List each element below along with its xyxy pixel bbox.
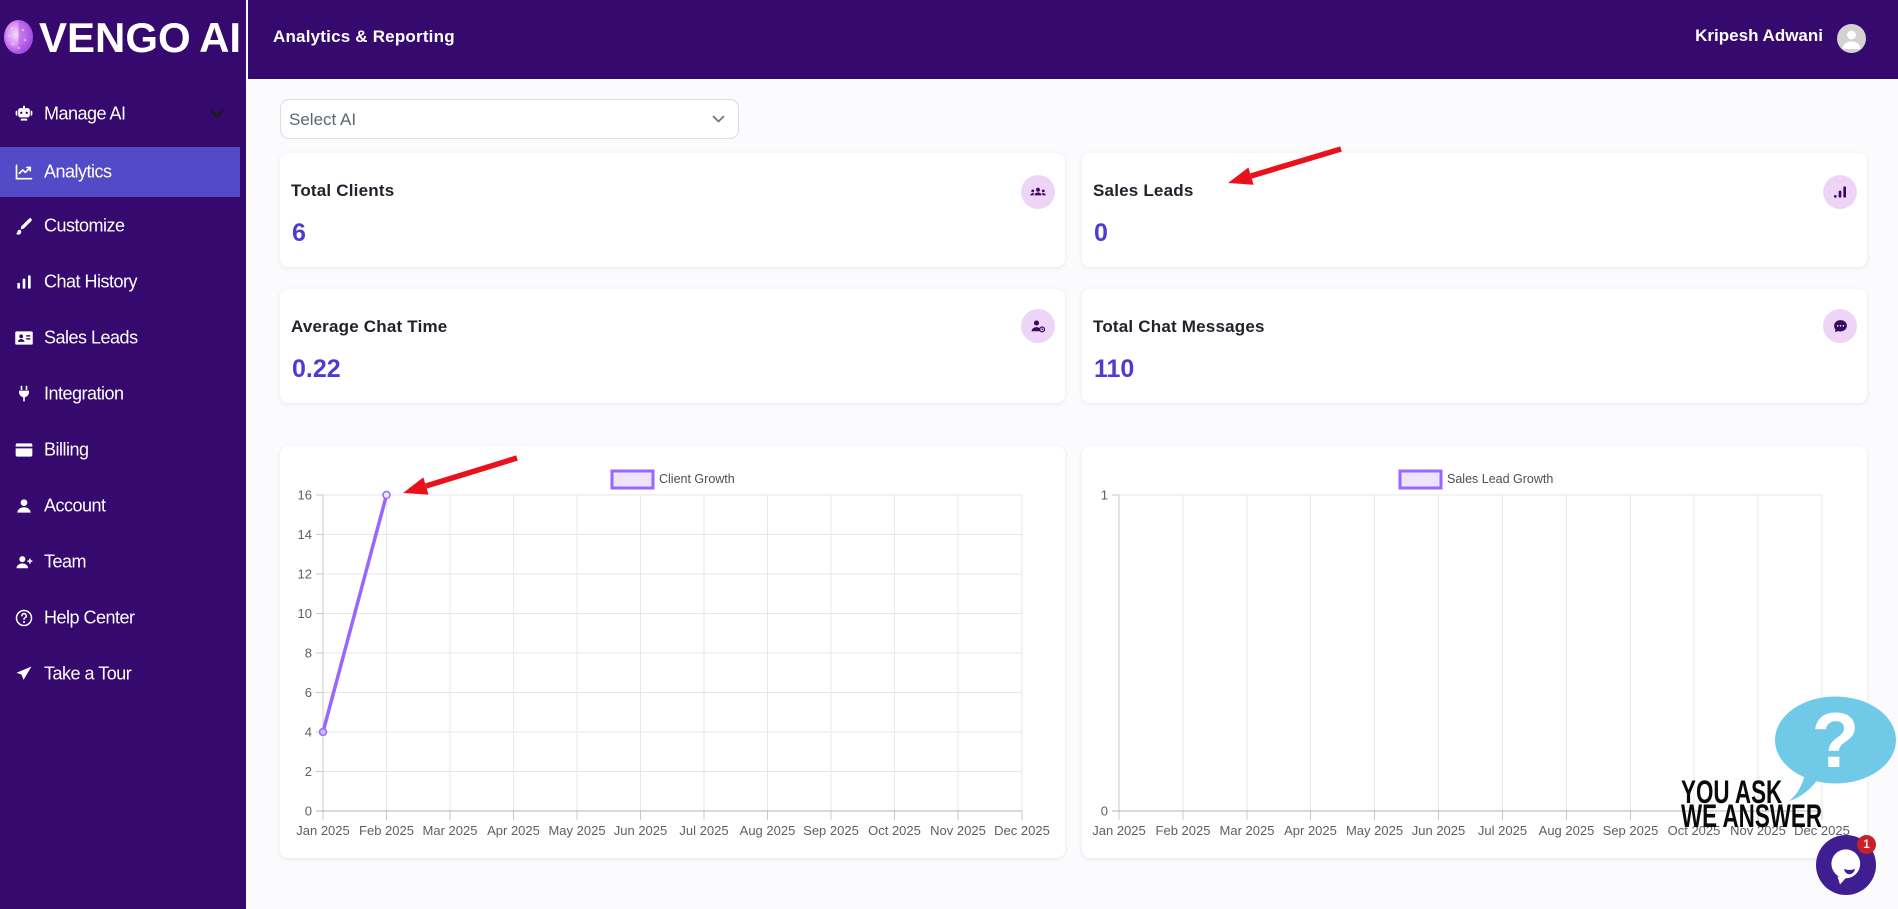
svg-text:Oct 2025: Oct 2025	[868, 823, 921, 838]
svg-text:Apr 2025: Apr 2025	[1284, 823, 1337, 838]
svg-text:Jan 2025: Jan 2025	[296, 823, 350, 838]
svg-text:Jun 2025: Jun 2025	[1412, 823, 1466, 838]
svg-text:Oct 2025: Oct 2025	[1668, 823, 1721, 838]
svg-text:Mar 2025: Mar 2025	[1220, 823, 1275, 838]
svg-text:6: 6	[305, 685, 312, 700]
svg-text:Feb 2025: Feb 2025	[1156, 823, 1211, 838]
svg-text:Feb 2025: Feb 2025	[359, 823, 414, 838]
svg-text:1: 1	[1101, 488, 1108, 503]
svg-text:4: 4	[305, 725, 312, 740]
svg-text:May 2025: May 2025	[1346, 823, 1403, 838]
svg-text:8: 8	[305, 646, 312, 661]
svg-text:Sep 2025: Sep 2025	[803, 823, 859, 838]
svg-text:?: ?	[1812, 696, 1860, 784]
svg-text:Dec 2025: Dec 2025	[994, 823, 1050, 838]
svg-text:12: 12	[298, 567, 312, 582]
svg-text:Dec 2025: Dec 2025	[1794, 823, 1850, 838]
svg-text:Jul 2025: Jul 2025	[679, 823, 728, 838]
svg-text:Aug 2025: Aug 2025	[1539, 823, 1595, 838]
svg-text:14: 14	[298, 527, 312, 542]
svg-text:Apr 2025: Apr 2025	[487, 823, 540, 838]
svg-text:Sep 2025: Sep 2025	[1603, 823, 1659, 838]
svg-text:Client Growth: Client Growth	[659, 472, 735, 486]
svg-text:2: 2	[305, 764, 312, 779]
svg-text:Jul 2025: Jul 2025	[1478, 823, 1527, 838]
svg-text:Jan 2025: Jan 2025	[1092, 823, 1146, 838]
svg-text:May 2025: May 2025	[548, 823, 605, 838]
svg-text:Nov 2025: Nov 2025	[930, 823, 986, 838]
svg-text:VENGO AI: VENGO AI	[39, 14, 241, 61]
svg-text:Sales Lead Growth: Sales Lead Growth	[1447, 472, 1553, 486]
svg-text:10: 10	[298, 606, 312, 621]
svg-text:0: 0	[305, 804, 312, 819]
svg-text:Jun 2025: Jun 2025	[614, 823, 668, 838]
svg-text:Mar 2025: Mar 2025	[423, 823, 478, 838]
svg-text:0: 0	[1101, 804, 1108, 819]
svg-text:16: 16	[298, 488, 312, 503]
svg-text:Nov 2025: Nov 2025	[1730, 823, 1786, 838]
svg-text:Aug 2025: Aug 2025	[740, 823, 796, 838]
